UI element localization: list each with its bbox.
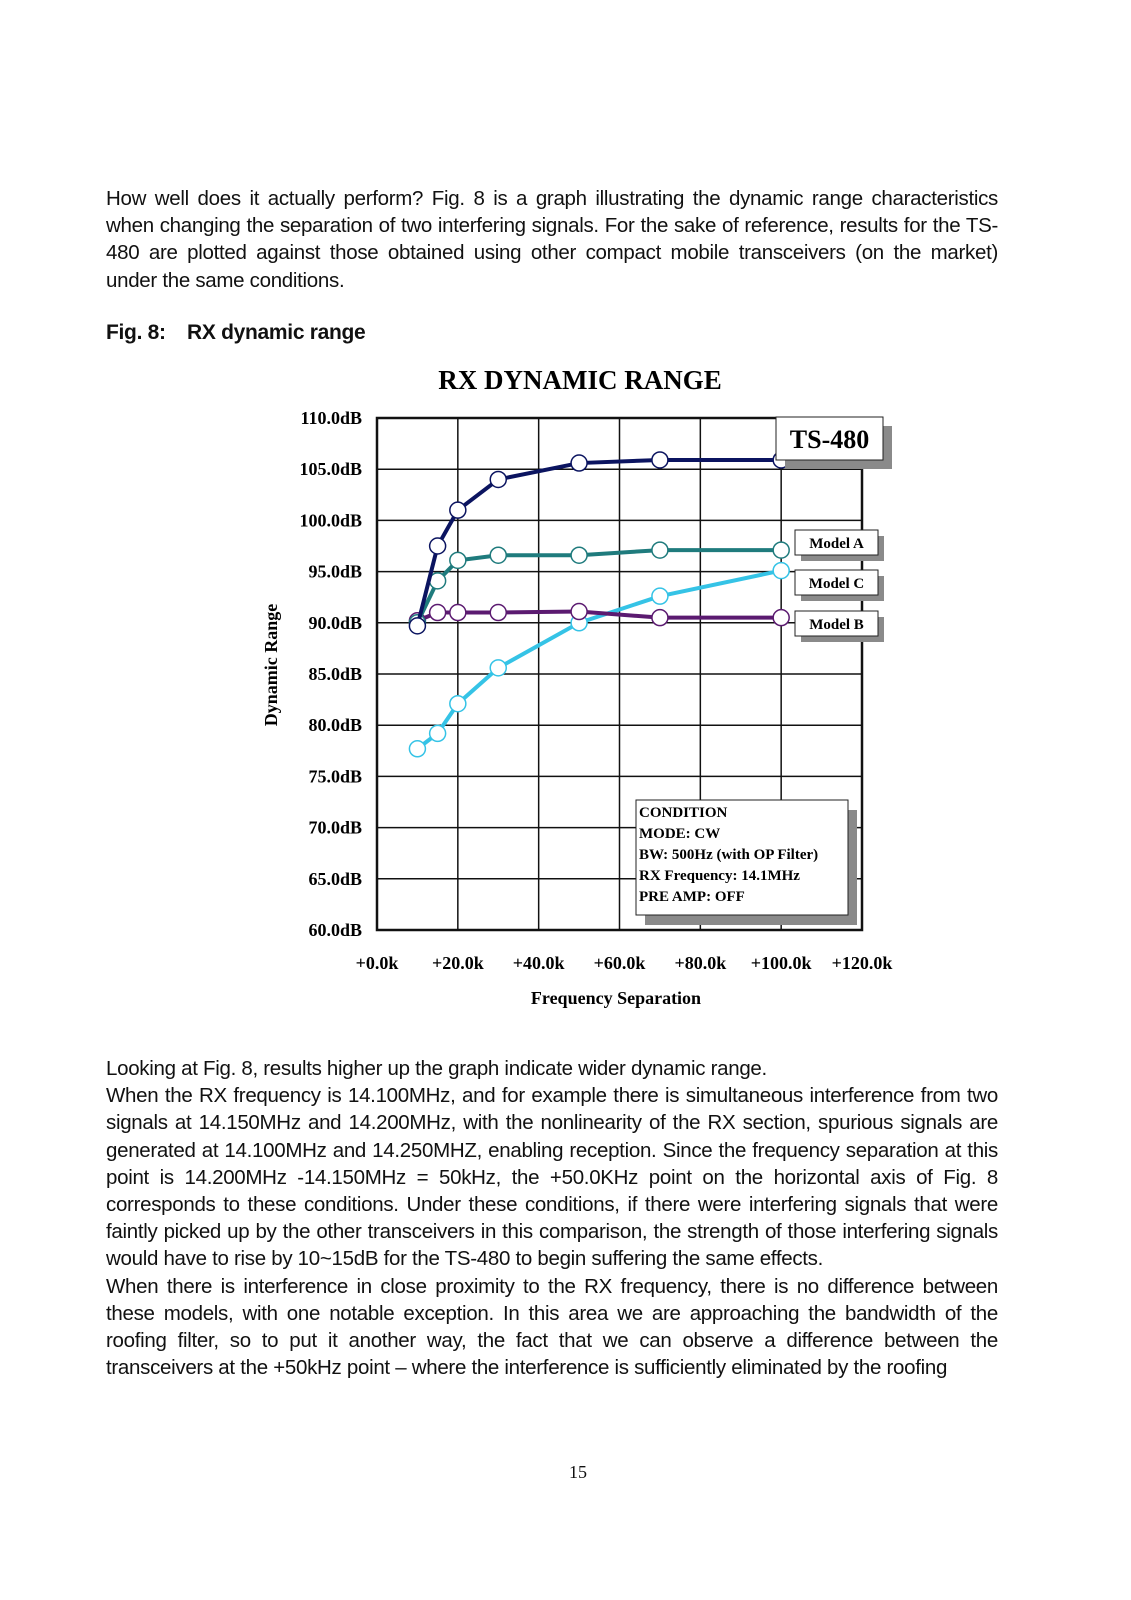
data-point (651, 608, 669, 627)
body-paragraph-2: When the RX frequency is 14.100MHz, and … (106, 1084, 998, 1271)
rx-dynamic-range-chart: RX DYNAMIC RANGE 110.0dB 105.0dB 100.0dB 95… (261, 365, 893, 1008)
series-lines (408, 451, 790, 758)
x-tick-labels: +0.0k +20.0k +40.0k +60.0k +80.0k +100.0k +120… (356, 953, 893, 973)
data-point (449, 501, 467, 519)
y-axis-label: Dynamic Range (261, 604, 281, 727)
series-line (415, 457, 782, 627)
intro-text: How well does it actually perform? Fig. … (106, 187, 998, 292)
data-point (449, 694, 467, 713)
figure-caption-text: RX dynamic range (187, 321, 366, 344)
y-tick-label: 105.0dB (299, 459, 362, 479)
y-tick-labels: 110.0dB 105.0dB 100.0dB 95.0dB 90.0dB 85.0dB 8… (299, 408, 362, 940)
y-tick-label: 110.0dB (300, 408, 362, 428)
y-tick-label: 65.0dB (308, 869, 362, 889)
data-point (570, 454, 588, 472)
y-tick-label: 60.0dB (308, 920, 362, 940)
series-line (416, 568, 782, 751)
body-paragraph-3: When there is interference in close prox… (106, 1274, 998, 1380)
data-point (449, 603, 467, 622)
body-text: Looking at Fig. 8, results higher up the… (106, 1055, 998, 1381)
data-point (772, 561, 790, 580)
y-tick-label: 90.0dB (308, 613, 362, 633)
condition-line: BW: 500Hz (with OP Filter) (639, 847, 818, 863)
data-point (408, 740, 427, 758)
legend-box (794, 529, 879, 556)
legend-label: Model C (809, 576, 864, 592)
legend-label: Model A (809, 536, 864, 552)
data-point (428, 603, 447, 622)
x-axis-label: Frequency Separation (531, 988, 701, 1008)
data-point (651, 587, 669, 605)
data-point (489, 470, 507, 489)
chart-title: RX DYNAMIC RANGE (438, 365, 722, 395)
plot-frame (375, 416, 864, 932)
condition-line: RX Frequency: 14.1MHz (639, 868, 800, 884)
condition-line: MODE: CW (639, 826, 720, 842)
x-tick-label: +20.0k (432, 953, 484, 973)
y-tick-label: 85.0dB (308, 664, 362, 684)
condition-panel (635, 799, 849, 916)
data-point (772, 541, 790, 559)
data-point (449, 551, 467, 570)
x-tick-label: +80.0k (674, 953, 726, 973)
data-point (489, 546, 507, 564)
x-tick-label: +100.0k (751, 953, 812, 973)
legend-model-c: Model C (794, 569, 884, 601)
figure-caption: Fig. 8: RX dynamic range (106, 321, 366, 345)
x-tick-label: +0.0k (356, 953, 399, 973)
data-point (428, 537, 447, 555)
legend-box (794, 610, 879, 637)
y-tick-label: 75.0dB (308, 766, 362, 786)
y-tick-label: 100.0dB (299, 510, 362, 530)
grid (375, 416, 864, 932)
condition-line: PRE AMP: OFF (639, 889, 745, 905)
series-model-c (408, 561, 790, 758)
data-point (772, 608, 790, 627)
legend-box (794, 569, 879, 596)
data-point (428, 724, 447, 743)
figure-number: Fig. 8: (106, 321, 166, 344)
series-ts-480 (408, 451, 790, 635)
legend-ts-480: TS-480 (775, 416, 892, 469)
legend-model-b: Model B (794, 610, 884, 642)
x-tick-label: +60.0k (594, 953, 646, 973)
data-point (651, 451, 669, 469)
data-point (489, 603, 507, 622)
legend: TS-480 Model A Model C Model B (775, 416, 892, 642)
x-tick-label: +120.0k (832, 953, 893, 973)
y-tick-label: 80.0dB (308, 715, 362, 735)
data-point (570, 546, 588, 564)
legend-model-a: Model A (794, 529, 884, 561)
y-tick-label: 70.0dB (308, 818, 362, 838)
condition-line: CONDITION (639, 805, 728, 821)
y-tick-label: 95.0dB (308, 562, 362, 582)
page-number: 15 (569, 1462, 587, 1482)
data-point (489, 659, 507, 677)
data-point (651, 541, 669, 559)
legend-label: TS-480 (790, 425, 869, 454)
condition-box: CONDITION MODE: CW BW: 500Hz (with OP Filt… (635, 799, 857, 925)
x-tick-label: +40.0k (513, 953, 565, 973)
legend-label: Model B (809, 617, 864, 633)
data-point (570, 602, 588, 621)
data-point (408, 617, 427, 635)
intro-paragraph: How well does it actually perform? Fig. … (106, 185, 998, 294)
legend-box (775, 416, 884, 461)
body-paragraph-1: Looking at Fig. 8, results higher up the… (106, 1057, 767, 1080)
